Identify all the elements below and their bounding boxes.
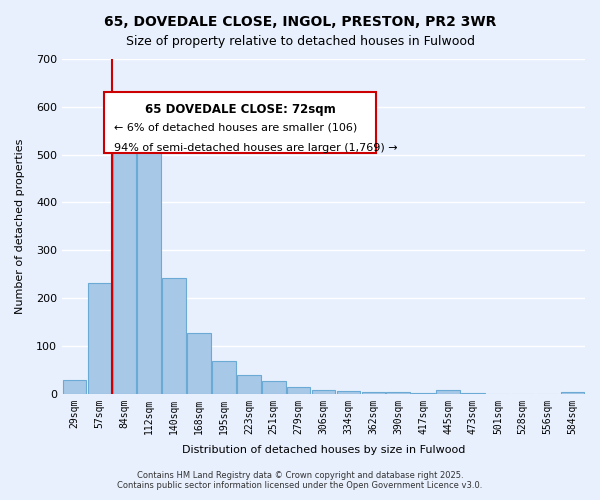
Bar: [561, 392, 584, 394]
Bar: [312, 390, 335, 394]
Y-axis label: Number of detached properties: Number of detached properties: [15, 138, 25, 314]
Bar: [287, 387, 310, 394]
Bar: [337, 392, 360, 394]
Text: Contains HM Land Registry data © Crown copyright and database right 2025.
Contai: Contains HM Land Registry data © Crown c…: [118, 470, 482, 490]
FancyBboxPatch shape: [104, 92, 376, 152]
Bar: [113, 116, 136, 394]
Text: Size of property relative to detached houses in Fulwood: Size of property relative to detached ho…: [125, 35, 475, 48]
Text: 94% of semi-detached houses are larger (1,769) →: 94% of semi-detached houses are larger (…: [115, 142, 398, 152]
Text: ← 6% of detached houses are smaller (106): ← 6% of detached houses are smaller (106…: [115, 122, 358, 132]
Bar: [212, 362, 236, 394]
Bar: [187, 332, 211, 394]
Bar: [63, 380, 86, 394]
Bar: [163, 278, 186, 394]
Bar: [436, 390, 460, 394]
Bar: [262, 382, 286, 394]
X-axis label: Distribution of detached houses by size in Fulwood: Distribution of detached houses by size …: [182, 445, 465, 455]
Text: 65, DOVEDALE CLOSE, INGOL, PRESTON, PR2 3WR: 65, DOVEDALE CLOSE, INGOL, PRESTON, PR2 …: [104, 15, 496, 29]
Bar: [386, 392, 410, 394]
Bar: [362, 392, 385, 394]
Bar: [412, 393, 435, 394]
Bar: [88, 283, 111, 394]
Text: 65 DOVEDALE CLOSE: 72sqm: 65 DOVEDALE CLOSE: 72sqm: [145, 102, 335, 116]
Bar: [137, 148, 161, 394]
Bar: [237, 374, 260, 394]
